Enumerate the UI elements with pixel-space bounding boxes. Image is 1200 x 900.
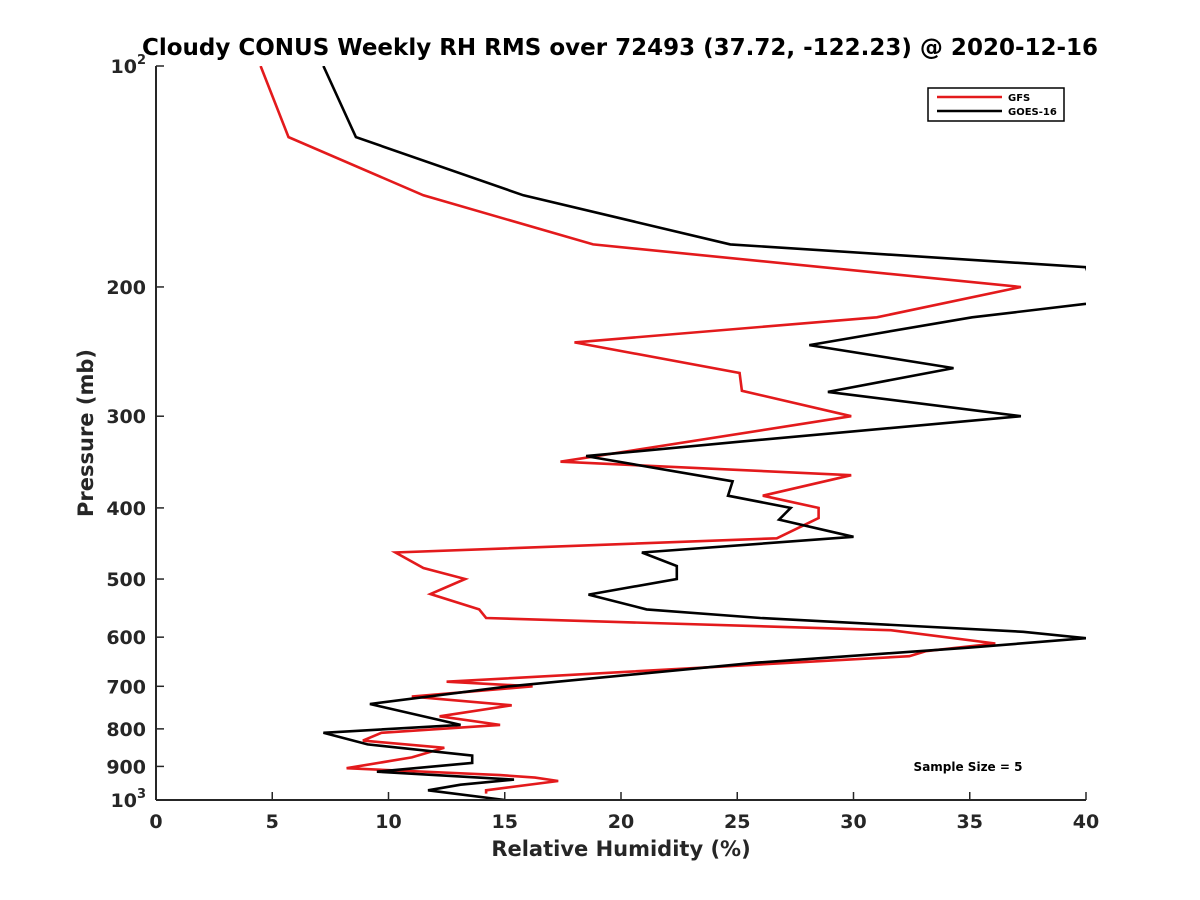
y-tick-label: 700 [106, 676, 146, 698]
y-tick-label: 102 [111, 53, 147, 78]
x-tick-label: 40 [1073, 811, 1099, 833]
series-layer [259, 66, 1086, 800]
y-tick-label: 900 [106, 756, 146, 778]
x-tick-label: 35 [957, 811, 983, 833]
x-ticks: 0 5 10 15 20 25 30 35 40 [149, 792, 1099, 833]
y-tick-label: 600 [106, 627, 146, 649]
legend: GFS GOES-16 [927, 87, 1065, 122]
y-tick-label: 200 [106, 277, 146, 299]
plot-area [156, 66, 1086, 800]
y-tick-label: 300 [106, 406, 146, 428]
series-line-goes-16 [322, 66, 1086, 800]
x-tick-label: 25 [724, 811, 750, 833]
y-tick-label: 103 [111, 787, 147, 812]
sample-size-annotation: Sample Size = 5 [914, 760, 1023, 774]
y-tick-label: 800 [106, 719, 146, 741]
x-tick-label: 10 [375, 811, 401, 833]
y-tick-label: 400 [106, 498, 146, 520]
x-tick-label: 20 [608, 811, 634, 833]
y-ticks: 102 200 300 400 500 600 700 800 900 103 [106, 53, 164, 812]
x-axis-label: Relative Humidity (%) [491, 837, 750, 861]
series-line-gfs [259, 66, 1022, 794]
legend-label: GFS [1008, 93, 1030, 104]
y-tick-label: 500 [106, 569, 146, 591]
legend-box [927, 87, 1065, 122]
y-axis-label: Pressure (mb) [74, 349, 98, 517]
x-tick-label: 15 [492, 811, 518, 833]
x-tick-label: 5 [266, 811, 279, 833]
legend-label: GOES-16 [1008, 107, 1057, 118]
x-tick-label: 0 [149, 811, 162, 833]
chart-title: Cloudy CONUS Weekly RH RMS over 72493 (3… [142, 35, 1098, 61]
x-tick-label: 30 [840, 811, 866, 833]
